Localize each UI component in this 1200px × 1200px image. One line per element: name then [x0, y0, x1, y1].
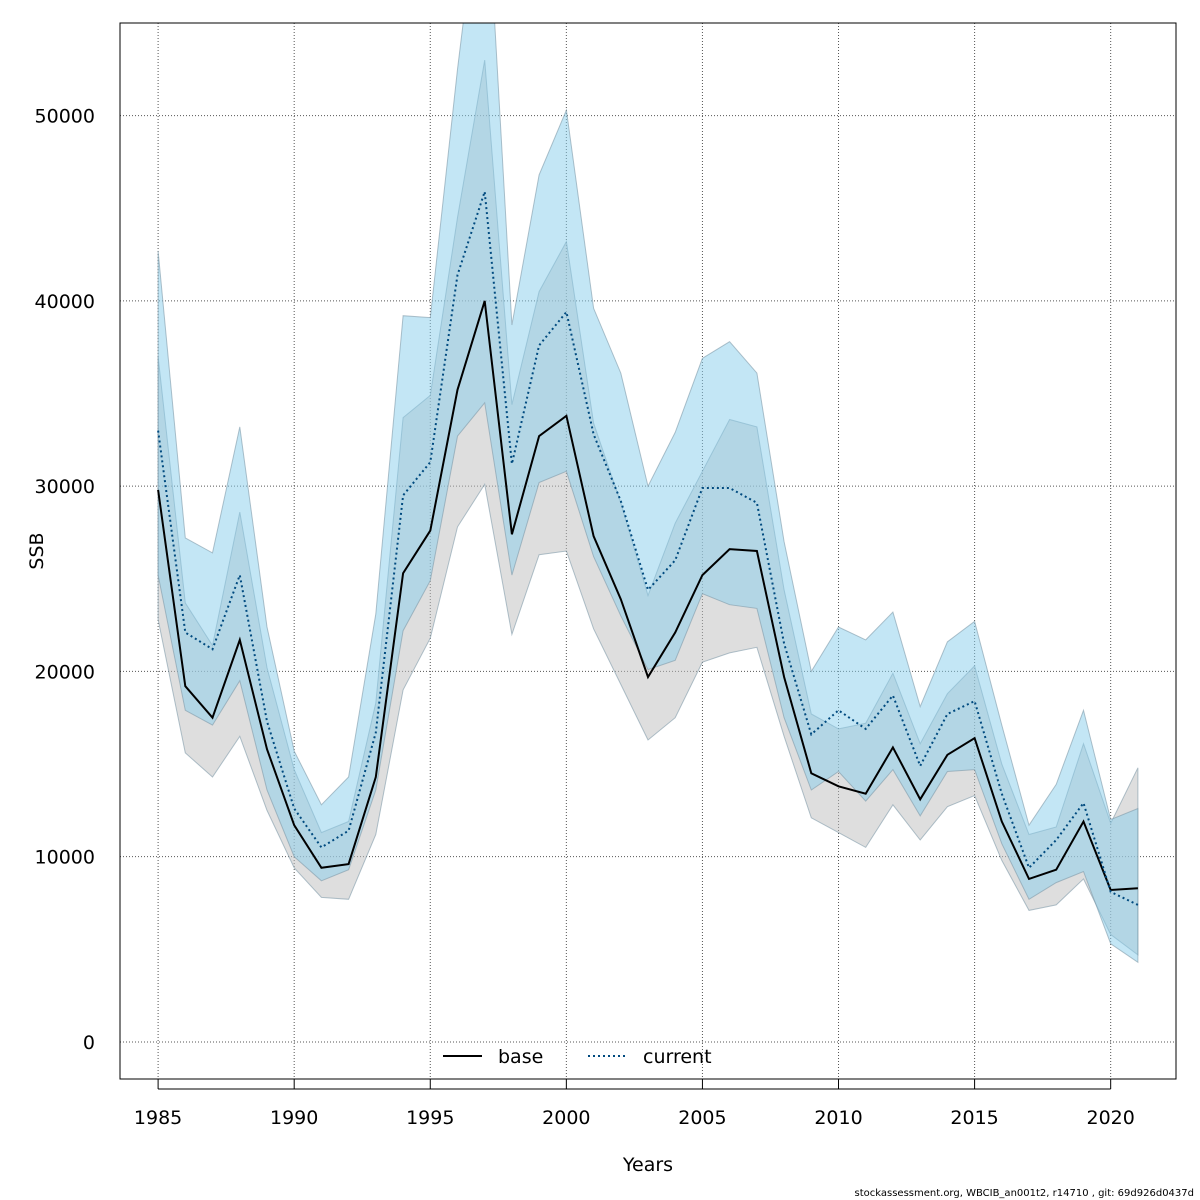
legend-base-label: base — [498, 1046, 543, 1068]
y-axis-title: SSB — [26, 532, 48, 569]
y-tick-label: 40000 — [35, 291, 95, 313]
x-tick-label: 2010 — [814, 1107, 862, 1129]
x-tick-label: 1990 — [270, 1107, 318, 1129]
band-current — [157, 23, 1139, 964]
x-tick-label: 2000 — [542, 1107, 590, 1129]
y-tick-label: 30000 — [35, 476, 95, 498]
x-tick-label: 2005 — [678, 1107, 726, 1129]
footer-text: stockassessment.org, WBCIB_an001t2, r147… — [855, 1188, 1195, 1199]
line-base — [157, 300, 1138, 892]
x-tick-label: 2020 — [1087, 1107, 1135, 1129]
y-tick-label: 10000 — [35, 847, 95, 869]
y-tick-label: 50000 — [35, 106, 95, 128]
x-tick-label: 2015 — [950, 1107, 998, 1129]
x-axis: 1985 1990 1995 2000 2005 2010 2015 2020 — [134, 1079, 1135, 1129]
series-lines — [157, 191, 1139, 906]
y-tick-label: 0 — [83, 1032, 95, 1054]
legend: base current — [443, 1046, 712, 1068]
legend-current-label: current — [643, 1046, 712, 1068]
confidence-bands — [157, 23, 1139, 964]
x-tick-label: 1985 — [134, 1107, 182, 1129]
x-tick-label: 1995 — [406, 1107, 454, 1129]
y-tick-label: 20000 — [35, 661, 95, 683]
y-axis: 0 10000 20000 30000 40000 50000 — [35, 106, 95, 1054]
x-axis-title: Years — [622, 1154, 673, 1176]
plot-frame — [119, 22, 1177, 1080]
